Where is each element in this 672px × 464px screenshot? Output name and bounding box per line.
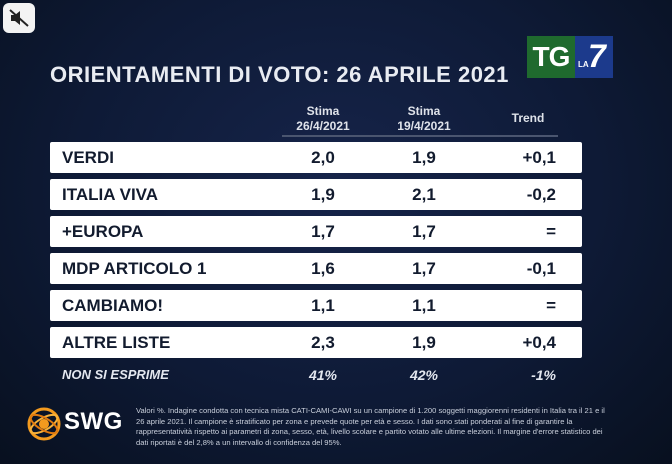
- column-header-stima-26-4: Stima 26/4/2021: [282, 104, 364, 134]
- row-value-stima-19-4: 42%: [409, 367, 439, 383]
- row-label: NON SI ESPRIME: [62, 367, 169, 382]
- header-stima-label: Stima: [306, 104, 340, 118]
- row-value-trend: -0,1: [526, 259, 556, 278]
- table-row: CAMBIAMO! 1,1 1,1 =: [50, 290, 582, 321]
- row-value-stima-26-4: 1,6: [311, 259, 335, 278]
- row-value-stima-26-4: 1,1: [311, 296, 335, 315]
- row-label: VERDI: [62, 148, 114, 167]
- row-value-stima-19-4: 1,7: [412, 222, 436, 241]
- row-label: CAMBIAMO!: [62, 296, 164, 315]
- chart-title: ORIENTAMENTI DI VOTO: 26 APRILE 2021: [50, 62, 509, 87]
- row-value-stima-19-4: 2,1: [412, 185, 436, 204]
- column-header-stima-19-4: Stima 19/4/2021: [383, 104, 465, 134]
- row-value-stima-26-4: 1,9: [311, 185, 335, 204]
- row-label: +EUROPA: [62, 222, 144, 241]
- table-row: ALTRE LISTE 2,3 1,9 +0,4: [50, 327, 582, 358]
- tg-logo-text: TG: [527, 36, 575, 78]
- row-value-trend: =: [546, 296, 556, 315]
- row-value-stima-19-4: 1,9: [412, 333, 436, 352]
- table-row: +EUROPA 1,7 1,7 =: [50, 216, 582, 247]
- row-value-stima-19-4: 1,9: [412, 148, 436, 167]
- la7-la-text: LA: [578, 60, 589, 69]
- row-value-stima-19-4: 1,1: [412, 296, 436, 315]
- la7-logo: LA 7: [575, 36, 613, 78]
- table-row: ITALIA VIVA 1,9 2,1 -0,2: [50, 179, 582, 210]
- speaker-muted-icon: [9, 9, 29, 27]
- swg-wordmark: SWG: [64, 408, 123, 435]
- la7-seven-text: 7: [588, 38, 606, 74]
- row-label: ITALIA VIVA: [62, 185, 159, 204]
- column-header-trend: Trend: [511, 111, 545, 125]
- row-value-trend: +0,1: [522, 148, 556, 167]
- header-date-label: 26/4/2021: [296, 119, 350, 133]
- row-value-stima-26-4: 2,0: [311, 148, 335, 167]
- row-label: MDP ARTICOLO 1: [62, 259, 207, 278]
- mute-button[interactable]: [3, 3, 35, 33]
- row-value-trend: +0,4: [522, 333, 556, 352]
- swg-globe-icon: [27, 407, 61, 441]
- swg-logo: SWG: [26, 398, 130, 454]
- header-divider: [282, 135, 558, 137]
- tg-la7-logo: TG LA 7: [527, 36, 613, 78]
- row-label: ALTRE LISTE: [62, 333, 171, 352]
- table-row: MDP ARTICOLO 1 1,6 1,7 -0,1: [50, 253, 582, 284]
- row-value-trend: -0,2: [526, 185, 556, 204]
- table-row-non-si-esprime: NON SI ESPRIME 41% 42% -1%: [50, 362, 582, 388]
- row-value-stima-19-4: 1,7: [412, 259, 436, 278]
- row-value-stima-26-4: 1,7: [311, 222, 335, 241]
- row-value-trend: -1%: [531, 367, 556, 383]
- row-value-stima-26-4: 2,3: [311, 333, 335, 352]
- header-stima-label: Stima: [407, 104, 441, 118]
- row-value-stima-26-4: 41%: [308, 367, 338, 383]
- methodology-footnote: Valori %. Indagine condotta con tecnica …: [136, 406, 605, 447]
- row-value-trend: =: [546, 222, 556, 241]
- table-row: VERDI 2,0 1,9 +0,1: [50, 142, 582, 173]
- header-date-label: 19/4/2021: [397, 119, 451, 133]
